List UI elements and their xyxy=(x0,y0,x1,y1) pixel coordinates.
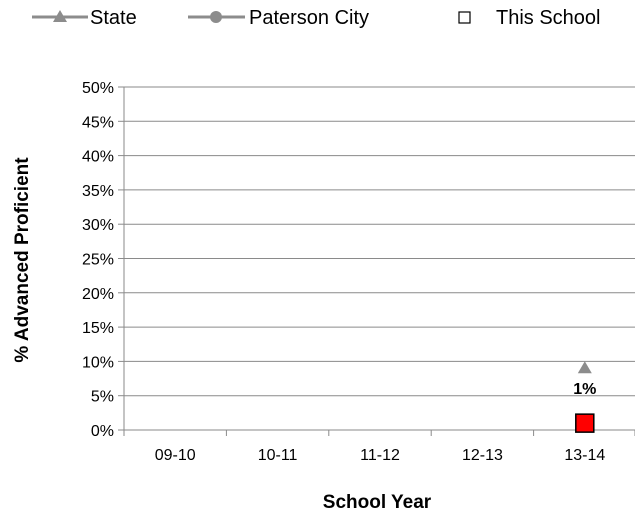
y-tick-label: 35% xyxy=(82,183,114,200)
legend-label-this-school: This School xyxy=(496,7,601,29)
legend-item-this-school: This School xyxy=(458,7,601,29)
y-tick-label: 10% xyxy=(82,354,114,371)
data-marks: 1% xyxy=(573,361,596,433)
x-tick-label: 13-14 xyxy=(564,447,605,464)
x-axis-tick-labels: 09-10 10-11 11-12 12-13 13-14 xyxy=(155,447,606,464)
y-tick-label: 45% xyxy=(82,114,114,131)
y-tick-label: 50% xyxy=(82,80,114,97)
legend-item-state: State xyxy=(32,7,137,29)
legend-marker-square xyxy=(458,11,471,24)
y-tick-label: 30% xyxy=(82,217,114,234)
x-axis xyxy=(123,87,635,436)
y-axis-title: % Advanced Proficient xyxy=(12,157,33,363)
x-axis-title: School Year xyxy=(323,492,432,513)
y-tick-label: 0% xyxy=(91,423,114,440)
y-tick-label: 20% xyxy=(82,286,114,303)
legend-item-paterson-city: Paterson City xyxy=(188,7,369,29)
data-label: 1% xyxy=(573,381,596,398)
legend-marker-triangle xyxy=(53,10,67,22)
y-tick-label: 15% xyxy=(82,320,114,337)
x-tick-label: 09-10 xyxy=(155,447,196,464)
x-tick-label: 12-13 xyxy=(462,447,503,464)
x-tick-label: 11-12 xyxy=(360,447,400,464)
y-tick-label: 5% xyxy=(91,389,114,406)
data-point-triangle xyxy=(577,361,592,374)
legend-label-paterson-city: Paterson City xyxy=(249,7,369,29)
y-axis-tick-labels: 0% 5% 10% 15% 20% 25% 30% 35% 40% 45% 50% xyxy=(82,80,114,440)
y-tick-label: 40% xyxy=(82,149,114,166)
data-point-square xyxy=(575,413,595,433)
legend: State Paterson City This School xyxy=(32,7,601,29)
legend-label-state: State xyxy=(90,7,137,29)
legend-marker-circle xyxy=(210,11,222,23)
x-tick-label: 10-11 xyxy=(258,447,298,464)
gridlines xyxy=(118,86,635,431)
y-tick-label: 25% xyxy=(82,252,114,269)
